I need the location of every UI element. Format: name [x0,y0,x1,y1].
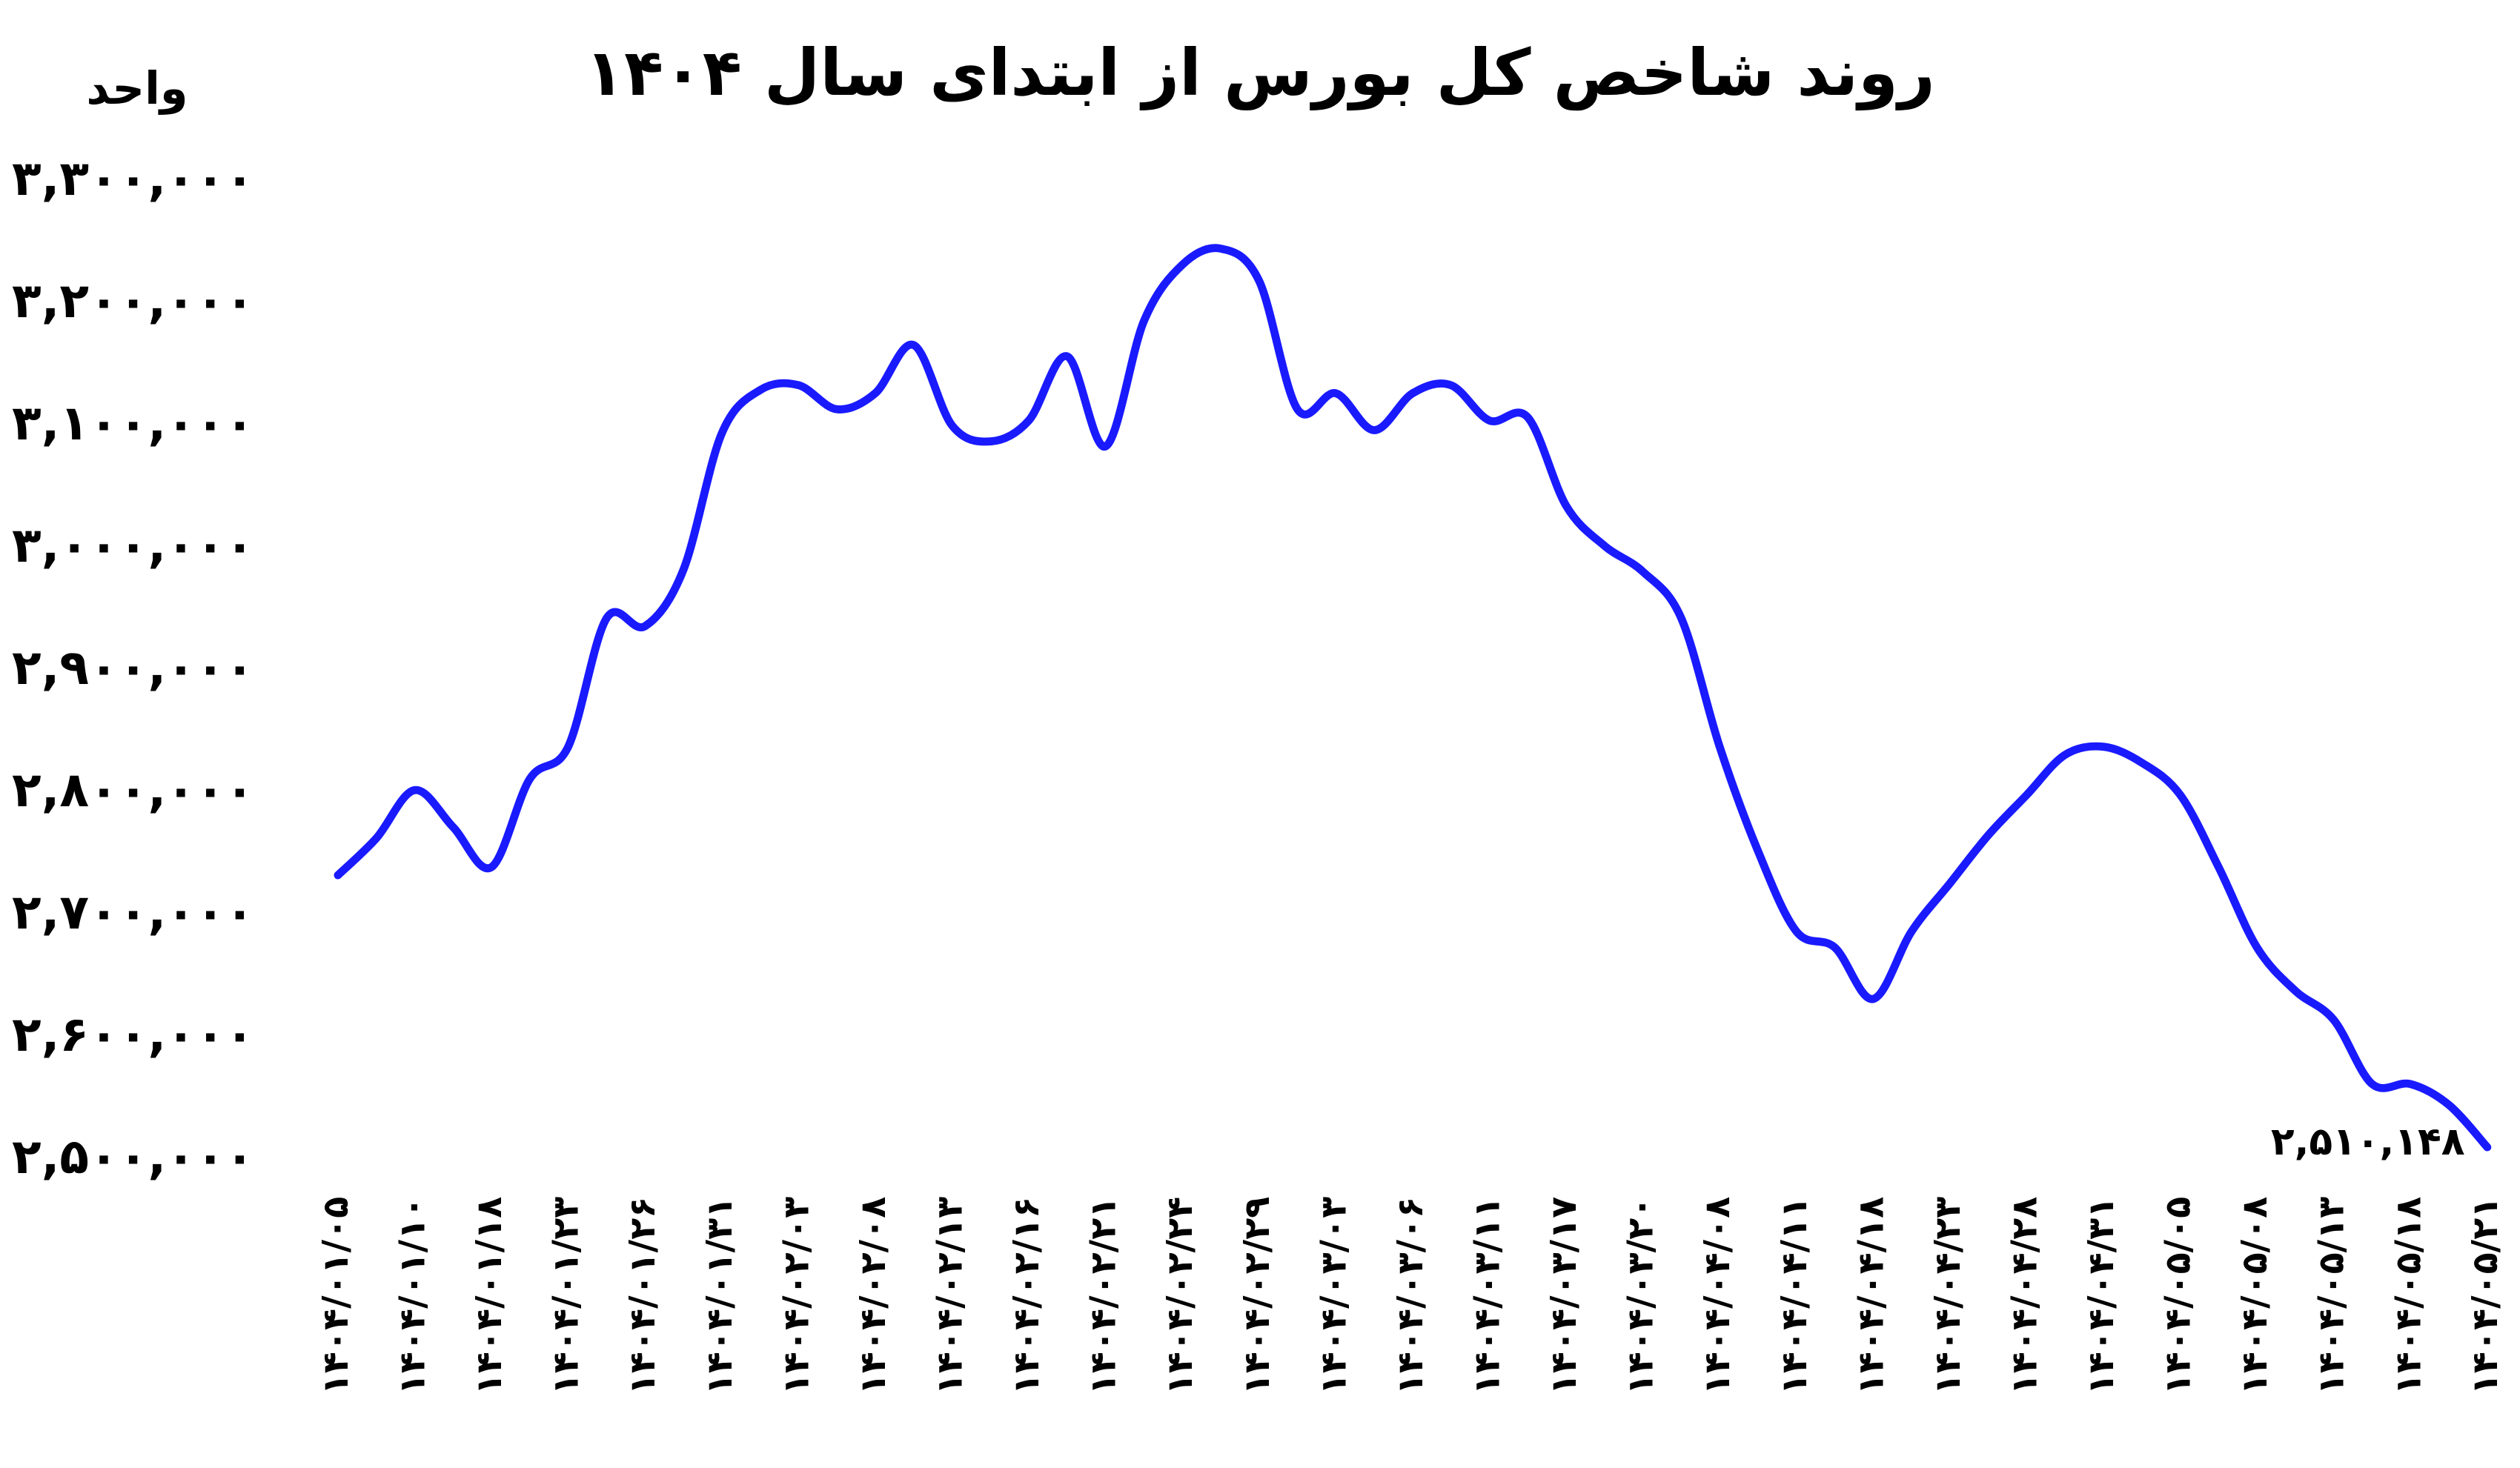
x-tick-label: ۱۴۰۴/۰۲/۲۱ [1084,1197,1124,1395]
x-tick-label: ۱۴۰۴/۰۳/۱۱ [1467,1197,1508,1395]
x-tick-label: ۱۴۰۴/۰۲/۲۴ [1160,1197,1201,1395]
y-tick-label: ۳,۱۰۰,۰۰۰ [12,396,254,451]
x-tick-label: ۱۴۰۴/۰۴/۲۸ [2004,1197,2045,1395]
y-tick-label: ۲,۹۰۰,۰۰۰ [12,640,254,696]
x-tick-label: ۱۴۰۴/۰۱/۰۵ [316,1197,357,1395]
x-tick-label: ۱۴۰۴/۰۴/۱۸ [1851,1197,1891,1395]
x-tick-label: ۱۴۰۴/۰۳/۰۶ [1390,1197,1431,1395]
x-tick-label: ۱۴۰۴/۰۴/۳۱ [2081,1197,2122,1395]
x-tick-label: ۱۴۰۴/۰۳/۲۰ [1621,1197,1662,1395]
x-tick-label: ۱۴۰۴/۰۵/۱۸ [2388,1197,2429,1395]
x-tick-label: ۱۴۰۴/۰۵/۰۸ [2235,1197,2275,1395]
x-tick-label: ۱۴۰۴/۰۲/۱۳ [929,1197,970,1395]
y-tick-label: ۲,۵۰۰,۰۰۰ [12,1129,254,1185]
x-tick-label: ۱۴۰۴/۰۴/۲۳ [1928,1197,1969,1395]
data-label: ۲,۵۱۰,۱۴۸ [2271,1120,2465,1164]
y-tick-label: ۲,۸۰۰,۰۰۰ [12,763,254,818]
x-tick-label: ۱۴۰۴/۰۱/۱۰ [392,1197,433,1395]
y-tick-label: ۲,۶۰۰,۰۰۰ [12,1007,254,1063]
x-tick-label: ۱۴۰۴/۰۳/۰۳ [1313,1197,1354,1395]
x-tick-label: ۱۴۰۴/۰۳/۱۷ [1544,1197,1585,1395]
data-line [334,244,2492,1152]
x-tick-label: ۱۴۰۴/۰۲/۲۹ [1237,1197,1278,1395]
x-tick-label: ۱۴۰۴/۰۵/۰۵ [2158,1197,2199,1395]
y-tick-label: ۳,۲۰۰,۰۰۰ [12,273,254,329]
y-tick-label: ۲,۷۰۰,۰۰۰ [12,885,254,940]
x-tick-label: ۱۴۰۴/۰۵/۱۳ [2312,1197,2352,1395]
x-tick-label: ۱۴۰۴/۰۲/۰۳ [776,1197,817,1395]
x-tick-label: ۱۴۰۴/۰۱/۳۱ [700,1197,740,1395]
x-tick-label: ۱۴۰۴/۰۱/۲۶ [623,1197,663,1395]
x-tick-label: ۱۴۰۴/۰۱/۲۳ [546,1197,587,1395]
y-axis-label: واحد [86,63,188,115]
x-tick-label: ۱۴۰۴/۰۴/۱۱ [1774,1197,1815,1395]
x-tick-label: ۱۴۰۴/۰۲/۱۶ [1007,1197,1047,1395]
x-tick-label: ۱۴۰۴/۰۱/۱۸ [469,1197,510,1395]
x-tick-label: ۱۴۰۴/۰۴/۰۸ [1697,1197,1738,1395]
x-tick-label: ۱۴۰۴/۰۲/۰۸ [853,1197,894,1395]
y-tick-label: ۳,۳۰۰,۰۰۰ [12,151,254,207]
chart-title: روند شاخص کل بورس از ابتدای سال ۱۴۰۴ [585,36,1935,111]
y-tick-label: ۳,۰۰۰,۰۰۰ [12,518,254,574]
x-tick-label: ۱۴۰۴/۰۵/۲۱ [2465,1197,2506,1395]
